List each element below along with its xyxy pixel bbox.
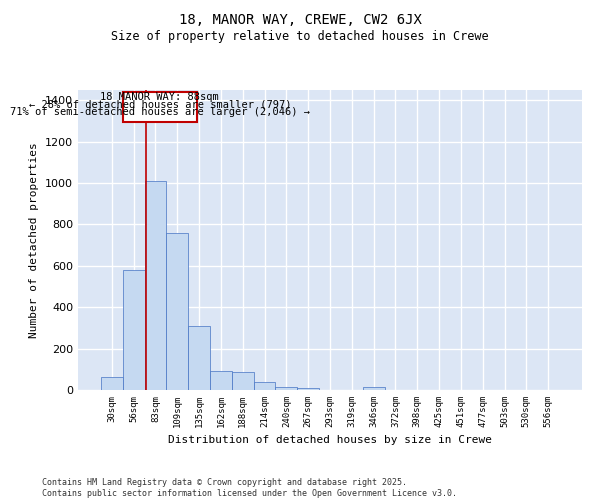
Bar <box>275 387 297 390</box>
Bar <box>145 181 166 390</box>
X-axis label: Distribution of detached houses by size in Crewe: Distribution of detached houses by size … <box>168 436 492 446</box>
Bar <box>123 92 197 122</box>
Bar <box>210 372 232 390</box>
Text: ← 28% of detached houses are smaller (797): ← 28% of detached houses are smaller (79… <box>29 100 291 110</box>
Bar <box>123 270 145 390</box>
Bar <box>363 387 385 390</box>
Y-axis label: Number of detached properties: Number of detached properties <box>29 142 40 338</box>
Text: 18 MANOR WAY: 88sqm: 18 MANOR WAY: 88sqm <box>100 92 219 102</box>
Text: Size of property relative to detached houses in Crewe: Size of property relative to detached ho… <box>111 30 489 43</box>
Text: Contains HM Land Registry data © Crown copyright and database right 2025.
Contai: Contains HM Land Registry data © Crown c… <box>42 478 457 498</box>
Bar <box>232 372 254 390</box>
Bar <box>297 388 319 390</box>
Bar <box>166 233 188 390</box>
Bar <box>188 326 210 390</box>
Bar <box>254 382 275 390</box>
Text: 71% of semi-detached houses are larger (2,046) →: 71% of semi-detached houses are larger (… <box>10 108 310 118</box>
Text: 18, MANOR WAY, CREWE, CW2 6JX: 18, MANOR WAY, CREWE, CW2 6JX <box>179 12 421 26</box>
Bar <box>101 376 123 390</box>
